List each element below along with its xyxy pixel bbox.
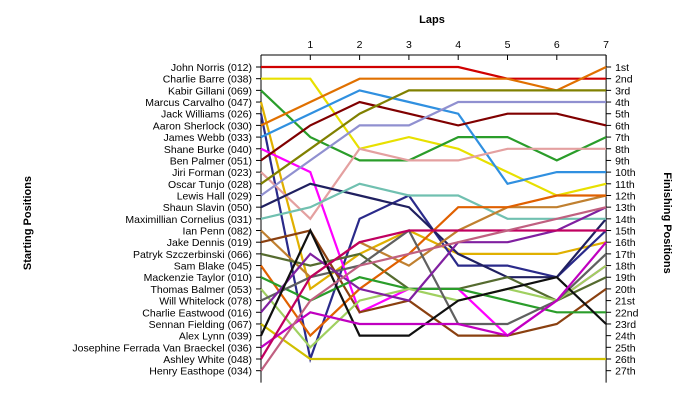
finishing-position-label: 3rd: [615, 85, 630, 97]
driver-label: Henry Easthope (034): [149, 366, 252, 378]
finishing-position-label: 16th: [615, 237, 636, 249]
left-axis-title: Starting Positions: [22, 176, 34, 270]
driver-label: Shaun Slavin (050): [163, 202, 252, 214]
series-line: [260, 228, 607, 326]
driver-label: Aaron Sherlock (030): [153, 120, 252, 132]
series-line: [260, 89, 607, 185]
finishing-position-label: 5th: [615, 109, 630, 121]
series-line: [261, 65, 607, 80]
finishing-position-label: 17th: [615, 249, 636, 261]
driver-label: Charlie Eastwood (016): [142, 307, 252, 319]
lap-tick-label: 4: [455, 39, 461, 51]
axes: [256, 54, 612, 383]
series-line: [259, 101, 607, 291]
driver-label: Marcus Carvalho (047): [145, 97, 252, 109]
series-line: [260, 229, 607, 337]
finishing-position-label: 14th: [615, 214, 636, 226]
lap-tick-label: 2: [357, 39, 363, 51]
driver-label: Mackenzie Taylor (010): [144, 272, 252, 284]
driver-label: Ashley White (048): [163, 354, 252, 366]
driver-label: Alex Lynn (039): [179, 331, 252, 343]
driver-label: Sam Blake (045): [174, 261, 252, 273]
series-line: [260, 276, 607, 314]
series-lines: [259, 65, 607, 372]
finishing-position-label: 25th: [615, 342, 636, 354]
series-line: [260, 229, 607, 360]
driver-label: Maximillian Cornelius (031): [125, 214, 252, 226]
finishing-position-label: 13th: [615, 202, 636, 214]
driver-label: Sennan Fielding (067): [149, 319, 252, 331]
driver-label: Will Whitelock (078): [159, 296, 252, 308]
finishing-position-label: 21st: [615, 296, 635, 308]
driver-label: Jack Williams (026): [161, 109, 252, 121]
finishing-position-label: 6th: [615, 120, 630, 132]
driver-label: Ben Palmer (051): [170, 155, 252, 167]
driver-label: Josephine Ferrada Van Braeckel (036): [72, 342, 252, 354]
finishing-position-label: 2nd: [615, 74, 633, 86]
finishing-position-label: 23rd: [615, 319, 636, 331]
driver-label: Jake Dennis (019): [167, 237, 252, 249]
driver-label: Oscar Tunjo (028): [168, 179, 252, 191]
finishing-position-label: 1st: [615, 62, 629, 74]
finishing-position-label: 15th: [615, 226, 636, 238]
series-line: [260, 100, 607, 197]
driver-labels: John Norris (012)Charlie Barre (038)Kabi…: [72, 62, 252, 378]
finishing-position-label: 7th: [615, 132, 630, 144]
lap-tick-label: 3: [406, 39, 412, 51]
driver-label: John Norris (012): [171, 62, 252, 74]
driver-label: Charlie Barre (038): [163, 74, 252, 86]
finishing-position-label: 12th: [615, 190, 636, 202]
driver-label: Ian Penn (082): [183, 226, 252, 238]
series-line: [260, 323, 607, 361]
driver-label: Patryk Szczerbinski (066): [133, 249, 252, 261]
series-line: [260, 227, 607, 337]
driver-label: Thomas Balmer (053): [150, 284, 252, 296]
right-axis-title: Finishing Positions: [661, 172, 673, 273]
finishing-position-label: 18th: [615, 261, 636, 273]
finishing-position-label: 24th: [615, 331, 636, 343]
series-line: [261, 77, 607, 197]
lap-tick-label: 5: [505, 39, 511, 51]
lap-tick-label: 6: [554, 39, 560, 51]
finishing-position-labels: 1st2nd3rd4th5th6th7th8th9th10th11th12th1…: [615, 62, 639, 378]
finishing-position-label: 9th: [615, 155, 630, 167]
finishing-position-label: 8th: [615, 144, 630, 156]
series-line: [260, 100, 607, 162]
lap-tick-label: 1: [307, 39, 313, 51]
series-line: [260, 206, 607, 314]
finishing-position-label: 27th: [615, 366, 636, 378]
series-line: [260, 264, 607, 349]
series-line: [260, 147, 607, 221]
finishing-position-label: 10th: [615, 167, 636, 179]
series-line: [260, 66, 607, 127]
finishing-position-label: 20th: [615, 284, 636, 296]
finishing-position-label: 22nd: [615, 307, 639, 319]
driver-label: Jiri Forman (023): [172, 167, 252, 179]
series-line: [260, 241, 607, 349]
driver-label: Lewis Hall (029): [177, 190, 252, 202]
x-axis-title: Laps: [419, 14, 445, 26]
driver-label: Kabir Gillani (069): [168, 85, 252, 97]
finishing-position-label: 4th: [615, 97, 630, 109]
driver-label: Shane Burke (040): [164, 144, 252, 156]
finishing-position-label: 19th: [615, 272, 636, 284]
lap-tick-label: 7: [603, 39, 609, 51]
series-line: [260, 89, 607, 162]
lap-tick-labels: 1 2 3 4 5 6 7: [307, 39, 609, 51]
series-line: [260, 206, 607, 372]
finishing-position-label: 11th: [615, 179, 635, 191]
finishing-position-label: 26th: [615, 354, 636, 366]
series-line: [260, 182, 607, 220]
series-line: [260, 89, 607, 186]
driver-label: James Webb (033): [163, 132, 252, 144]
